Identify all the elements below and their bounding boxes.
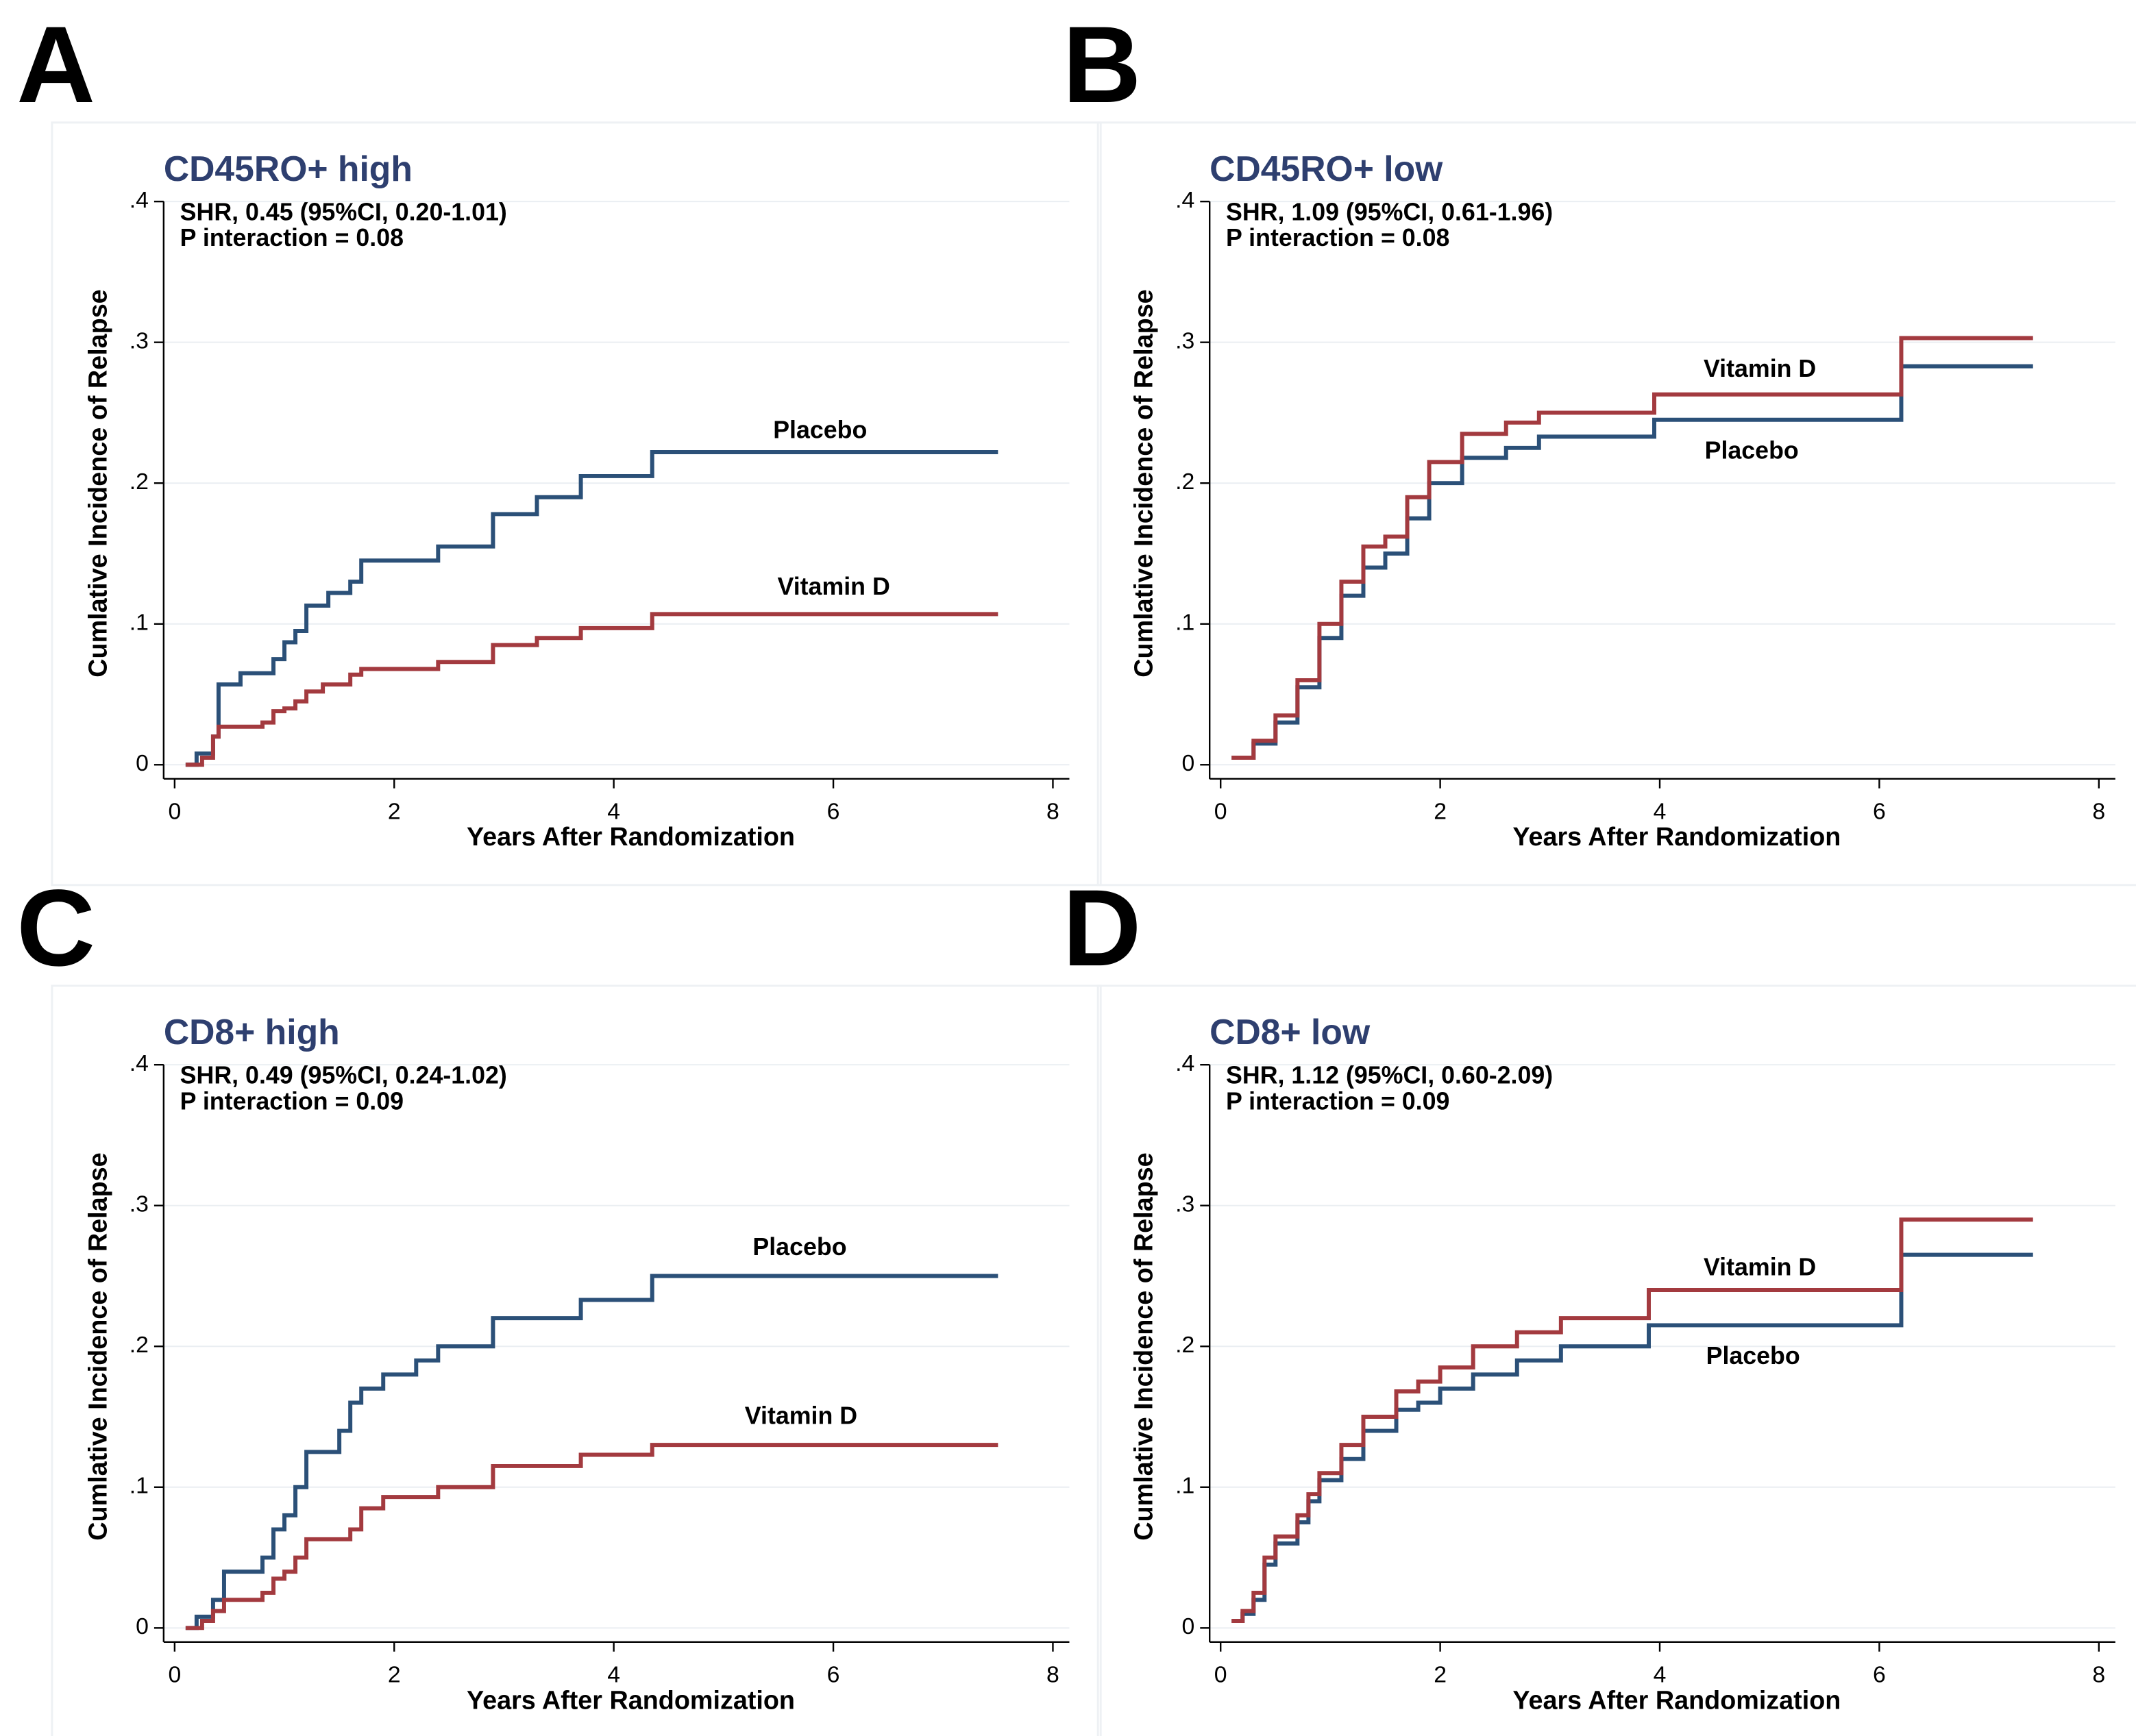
y-axis-label: Cumlative Incidence of Relapse [84,289,112,677]
series-label: Vitamin D [745,1402,857,1429]
series-line [1231,336,2033,760]
panel-letter: C [16,867,95,989]
y-tick-label: .1 [130,1473,149,1499]
annotation: P interaction = 0.08 [1226,224,1449,251]
annotation: SHR, 0.49 (95%CI, 0.24-1.02) [180,1062,507,1089]
series-line [185,450,998,767]
panel-letter: A [16,3,95,125]
x-axis-label: Years After Randomization [467,823,795,852]
y-tick-label: .4 [130,187,149,213]
y-tick-label: .1 [130,610,149,636]
x-tick-label: 0 [1214,798,1227,824]
x-tick-label: 8 [2092,1661,2105,1687]
y-tick-label: .4 [130,1050,149,1076]
x-tick-label: 0 [168,1661,181,1687]
panel: D CD8+ low SHR, 1.12 (95%CI, 0.60-2.09)P i… [1063,867,2136,1736]
chart-title: CD8+ low [1210,1012,1371,1052]
y-tick-label: .1 [1175,1473,1194,1499]
y-tick-label: .1 [1175,610,1194,636]
y-tick-label: .2 [1175,1332,1194,1358]
series-line [185,612,998,767]
y-tick-label: 0 [1182,1613,1195,1639]
y-tick-label: .3 [130,328,149,354]
y-tick-label: 0 [1182,750,1195,776]
panel-letter: D [1063,867,1142,989]
annotation: P interaction = 0.08 [180,224,404,251]
x-tick-label: 8 [2092,798,2105,824]
series-label: Vitamin D [778,573,890,600]
panel-frame [51,121,1102,886]
y-tick-label: .3 [1175,1191,1194,1217]
y-axis-label: Cumlative Incidence of Relapse [1130,289,1159,677]
panel-frame [51,984,1102,1736]
series-label: Placebo [752,1233,846,1261]
panel: C CD8+ high SHR, 0.49 (95%CI, 0.24-1.02)P … [16,867,1102,1736]
chart-title: CD45RO+ low [1210,149,1443,188]
annotation: P interaction = 0.09 [180,1087,404,1115]
x-tick-label: 4 [607,798,620,824]
x-tick-label: 6 [827,798,840,824]
x-tick-label: 2 [388,1661,401,1687]
series-line [1231,1217,2033,1624]
y-tick-label: 0 [136,1613,149,1639]
y-tick-label: .2 [1175,469,1194,495]
x-tick-label: 8 [1046,1661,1059,1687]
x-tick-label: 4 [1654,1661,1667,1687]
y-axis-label: Cumlative Incidence of Relapse [1130,1152,1159,1540]
y-tick-label: .3 [1175,328,1194,354]
x-tick-label: 0 [1214,1661,1227,1687]
x-tick-label: 0 [168,798,181,824]
series-label: Vitamin D [1704,1254,1816,1281]
series-label: Placebo [773,416,867,443]
y-tick-label: .2 [130,1332,149,1358]
x-tick-label: 6 [1873,798,1886,824]
x-tick-label: 4 [1654,798,1667,824]
x-axis-label: Years After Randomization [1512,1686,1841,1715]
panel: A CD45RO+ high SHR, 0.45 (95%CI, 0.20-1.01… [16,3,1102,886]
y-axis-label: Cumlative Incidence of Relapse [84,1152,112,1540]
x-tick-label: 2 [1434,798,1447,824]
x-tick-label: 4 [607,1661,620,1687]
panel-letter: B [1063,3,1142,125]
y-tick-label: .4 [1175,1050,1194,1076]
chart-title: CD8+ high [164,1012,340,1052]
series-line [1231,1252,2033,1624]
series-line [1231,364,2033,760]
annotation: P interaction = 0.09 [1226,1087,1449,1115]
y-tick-label: .4 [1175,187,1194,213]
annotation: SHR, 0.45 (95%CI, 0.20-1.01) [180,198,507,225]
x-axis-label: Years After Randomization [1512,823,1841,852]
y-tick-label: 0 [136,750,149,776]
series-line [185,1443,998,1630]
chart-title: CD45RO+ high [164,149,413,188]
y-tick-label: .3 [130,1191,149,1217]
x-tick-label: 6 [827,1661,840,1687]
annotation: SHR, 1.09 (95%CI, 0.61-1.96) [1226,198,1553,225]
series-label: Placebo [1705,436,1799,464]
panel: B CD45RO+ low SHR, 1.09 (95%CI, 0.61-1.96)… [1063,3,2136,886]
x-tick-label: 2 [1434,1661,1447,1687]
panel-frame [1096,121,2136,886]
annotation: SHR, 1.12 (95%CI, 0.60-2.09) [1226,1062,1553,1089]
x-axis-label: Years After Randomization [467,1686,795,1715]
series-label: Vitamin D [1704,355,1816,382]
x-tick-label: 8 [1046,798,1059,824]
panel-frame [1096,984,2136,1736]
x-tick-label: 2 [388,798,401,824]
series-line [185,1274,998,1630]
y-tick-label: .2 [130,469,149,495]
series-label: Placebo [1706,1342,1800,1369]
x-tick-label: 6 [1873,1661,1886,1687]
